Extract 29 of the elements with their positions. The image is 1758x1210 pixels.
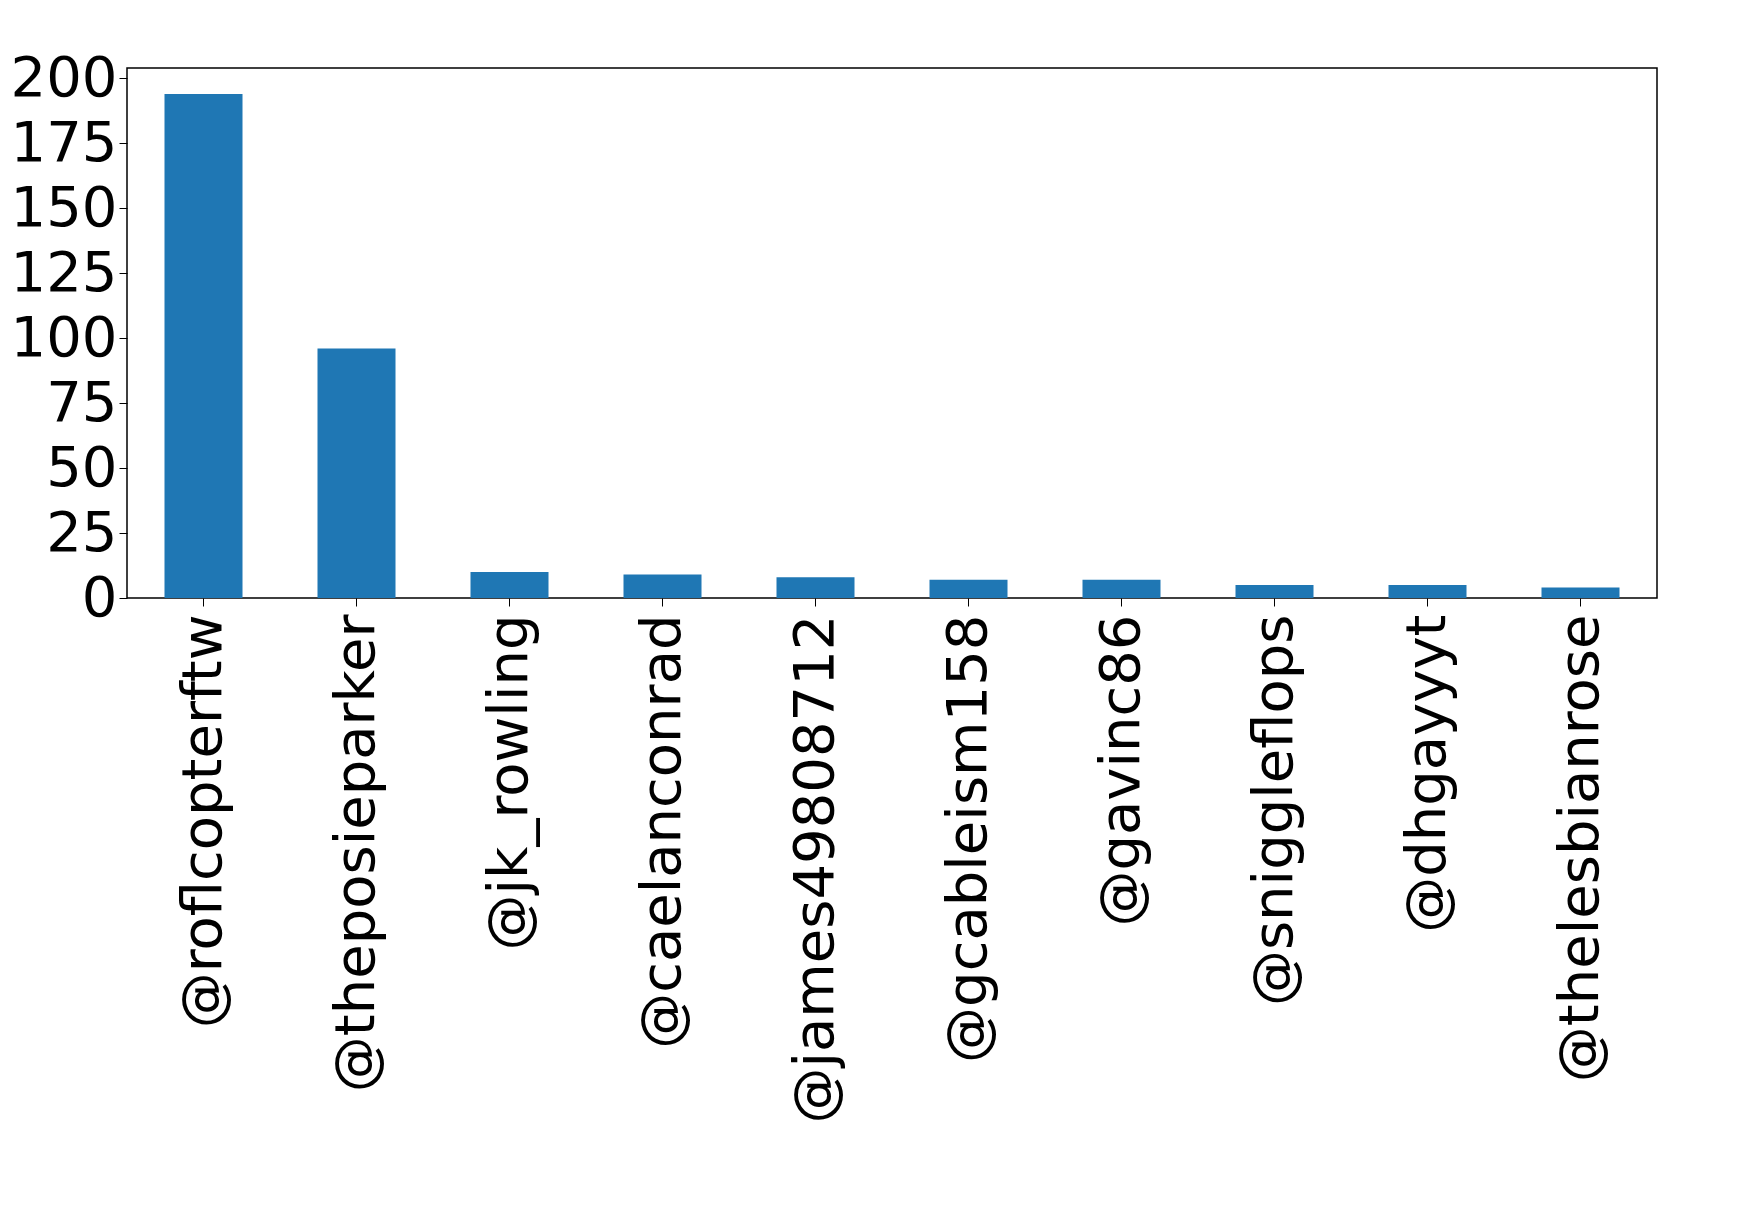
x-tick-label: @gavinc86 [1086, 614, 1152, 927]
y-tick-label: 75 [46, 368, 118, 434]
x-tick-label: @jk_rowling [474, 614, 540, 951]
bar [470, 572, 549, 598]
bar [317, 348, 396, 598]
x-tick-label: @james49808712 [780, 614, 846, 1124]
x-tick-label: @gcableism158 [933, 614, 999, 1063]
x-tick-label: @dhgayyyt [1392, 614, 1458, 933]
x-tick-label: @roflcopterftw [168, 614, 234, 1029]
bar [1388, 585, 1467, 598]
y-tick-label: 175 [10, 108, 118, 174]
x-tick-label: @theposieparker [321, 613, 387, 1093]
bar [929, 579, 1008, 598]
y-tick-label: 150 [10, 173, 118, 239]
y-tick-label: 200 [10, 43, 118, 109]
y-tick-label: 0 [81, 563, 118, 629]
y-tick-label: 25 [46, 498, 118, 564]
y-tick-label: 125 [10, 238, 118, 304]
y-tick-label: 50 [46, 433, 118, 499]
x-tick-label: @caelanconrad [627, 614, 693, 1049]
y-tick-label: 100 [10, 303, 118, 369]
bar [1541, 587, 1620, 598]
x-tick-label: @sniggleflops [1239, 614, 1305, 1007]
bar [776, 577, 855, 598]
bar [623, 574, 702, 598]
x-tick-label: @thelesbianrose [1545, 614, 1611, 1083]
bar [1082, 579, 1161, 598]
bar [164, 93, 243, 598]
bar [1235, 585, 1314, 598]
